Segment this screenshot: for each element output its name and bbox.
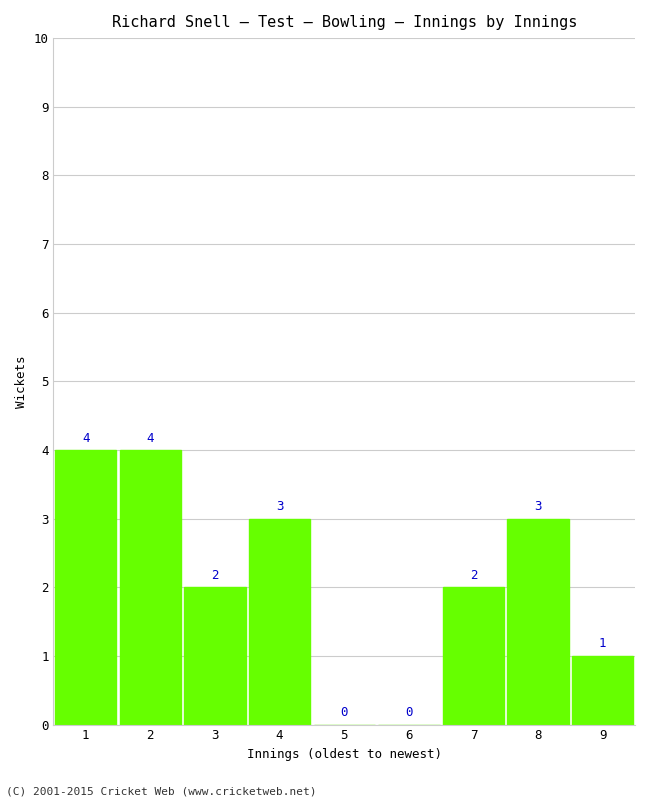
Bar	[184, 587, 246, 725]
Title: Richard Snell – Test – Bowling – Innings by Innings: Richard Snell – Test – Bowling – Innings…	[112, 15, 577, 30]
Text: 4: 4	[147, 431, 154, 445]
Text: 2: 2	[470, 569, 477, 582]
Bar	[249, 518, 310, 725]
Text: 3: 3	[276, 500, 283, 513]
Bar	[55, 450, 116, 725]
Bar	[572, 656, 633, 725]
Text: 3: 3	[534, 500, 542, 513]
Bar	[443, 587, 504, 725]
Text: 1: 1	[599, 638, 606, 650]
Y-axis label: Wickets: Wickets	[15, 355, 28, 407]
Text: 0: 0	[341, 706, 348, 719]
Text: 2: 2	[211, 569, 218, 582]
Text: 4: 4	[82, 431, 90, 445]
Text: (C) 2001-2015 Cricket Web (www.cricketweb.net): (C) 2001-2015 Cricket Web (www.cricketwe…	[6, 786, 317, 796]
X-axis label: Innings (oldest to newest): Innings (oldest to newest)	[247, 748, 442, 761]
Text: 0: 0	[405, 706, 413, 719]
Bar	[120, 450, 181, 725]
Bar	[508, 518, 569, 725]
